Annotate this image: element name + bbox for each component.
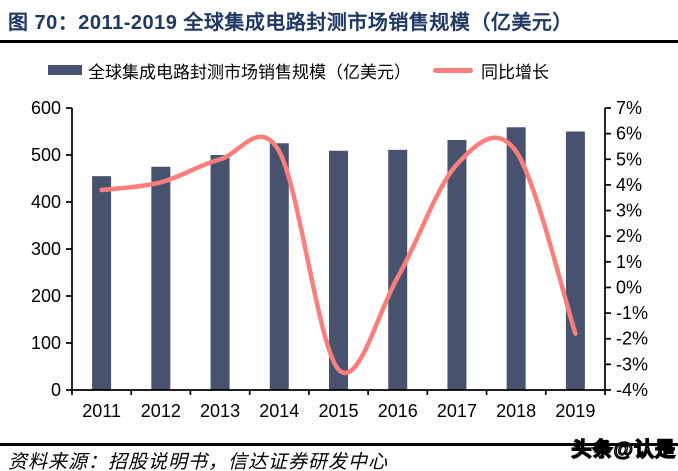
right-axis-label: 4% <box>616 175 642 195</box>
legend-bar-label: 全球集成电路封测市场销售规模（亿美元） <box>88 62 411 82</box>
bar-2012 <box>151 166 171 390</box>
x-label-2015: 2015 <box>318 401 358 421</box>
right-axis-label: 3% <box>616 201 642 221</box>
watermark-text: 头条@认是 <box>571 438 676 461</box>
x-label-2011: 2011 <box>82 401 121 421</box>
right-axis-label: -2% <box>616 329 648 349</box>
chart-area: 600 500 400 300 200 100 0 7% 6% 5% 4% 3% 2% 1% 0% -1% -2… <box>0 95 678 435</box>
bar-2016 <box>388 149 408 390</box>
left-axis-label: 600 <box>31 98 61 118</box>
right-axis-label: -3% <box>616 354 648 374</box>
x-label-2016: 2016 <box>378 401 418 421</box>
bar-2019 <box>565 131 585 390</box>
footer-divider <box>0 443 678 446</box>
right-axis-label: 5% <box>616 149 642 169</box>
x-label-2017: 2017 <box>437 401 477 421</box>
right-axis-label: -1% <box>616 303 648 323</box>
figure-title: 图 70：2011-2019 全球集成电路封测市场销售规模（亿美元） <box>8 12 573 34</box>
chart-svg: 600 500 400 300 200 100 0 7% 6% 5% 4% 3% 2% 1% 0% -1% -2… <box>31 98 648 421</box>
left-axis-label: 400 <box>31 192 61 212</box>
legend-line-label: 同比增长 <box>481 62 549 82</box>
x-label-2014: 2014 <box>259 401 299 421</box>
left-axis-label: 100 <box>31 333 61 353</box>
legend-line-swatch <box>433 67 473 73</box>
legend-bar-swatch <box>48 65 82 75</box>
x-label-2012: 2012 <box>141 401 181 421</box>
bar-2013 <box>210 155 230 390</box>
bar-2017 <box>447 139 467 390</box>
x-label-2019: 2019 <box>555 401 595 421</box>
right-axis-label: 1% <box>616 252 642 272</box>
right-axis-label: 6% <box>616 124 642 144</box>
left-axis-label: 300 <box>31 239 61 259</box>
x-label-2013: 2013 <box>200 401 240 421</box>
chart-legend: 全球集成电路封测市场销售规模（亿美元） 同比增长 <box>48 56 549 84</box>
left-axis-label: 200 <box>31 286 61 306</box>
growth-line <box>99 134 578 375</box>
right-axis-label: 2% <box>616 226 642 246</box>
x-label-2018: 2018 <box>496 401 536 421</box>
right-axis-label: 7% <box>616 98 642 118</box>
left-axis-label: 0 <box>51 380 61 400</box>
bar-2014 <box>269 143 289 390</box>
title-divider <box>0 40 678 43</box>
bar-2018 <box>506 127 526 390</box>
right-axis-label: -4% <box>616 380 648 400</box>
source-note: 资料来源：招股说明书，信达证券研发中心 <box>8 452 389 471</box>
right-axis-label: 0% <box>616 277 642 297</box>
bar-2015 <box>329 150 348 390</box>
left-axis-label: 500 <box>31 145 61 165</box>
bar-2011 <box>92 176 112 390</box>
